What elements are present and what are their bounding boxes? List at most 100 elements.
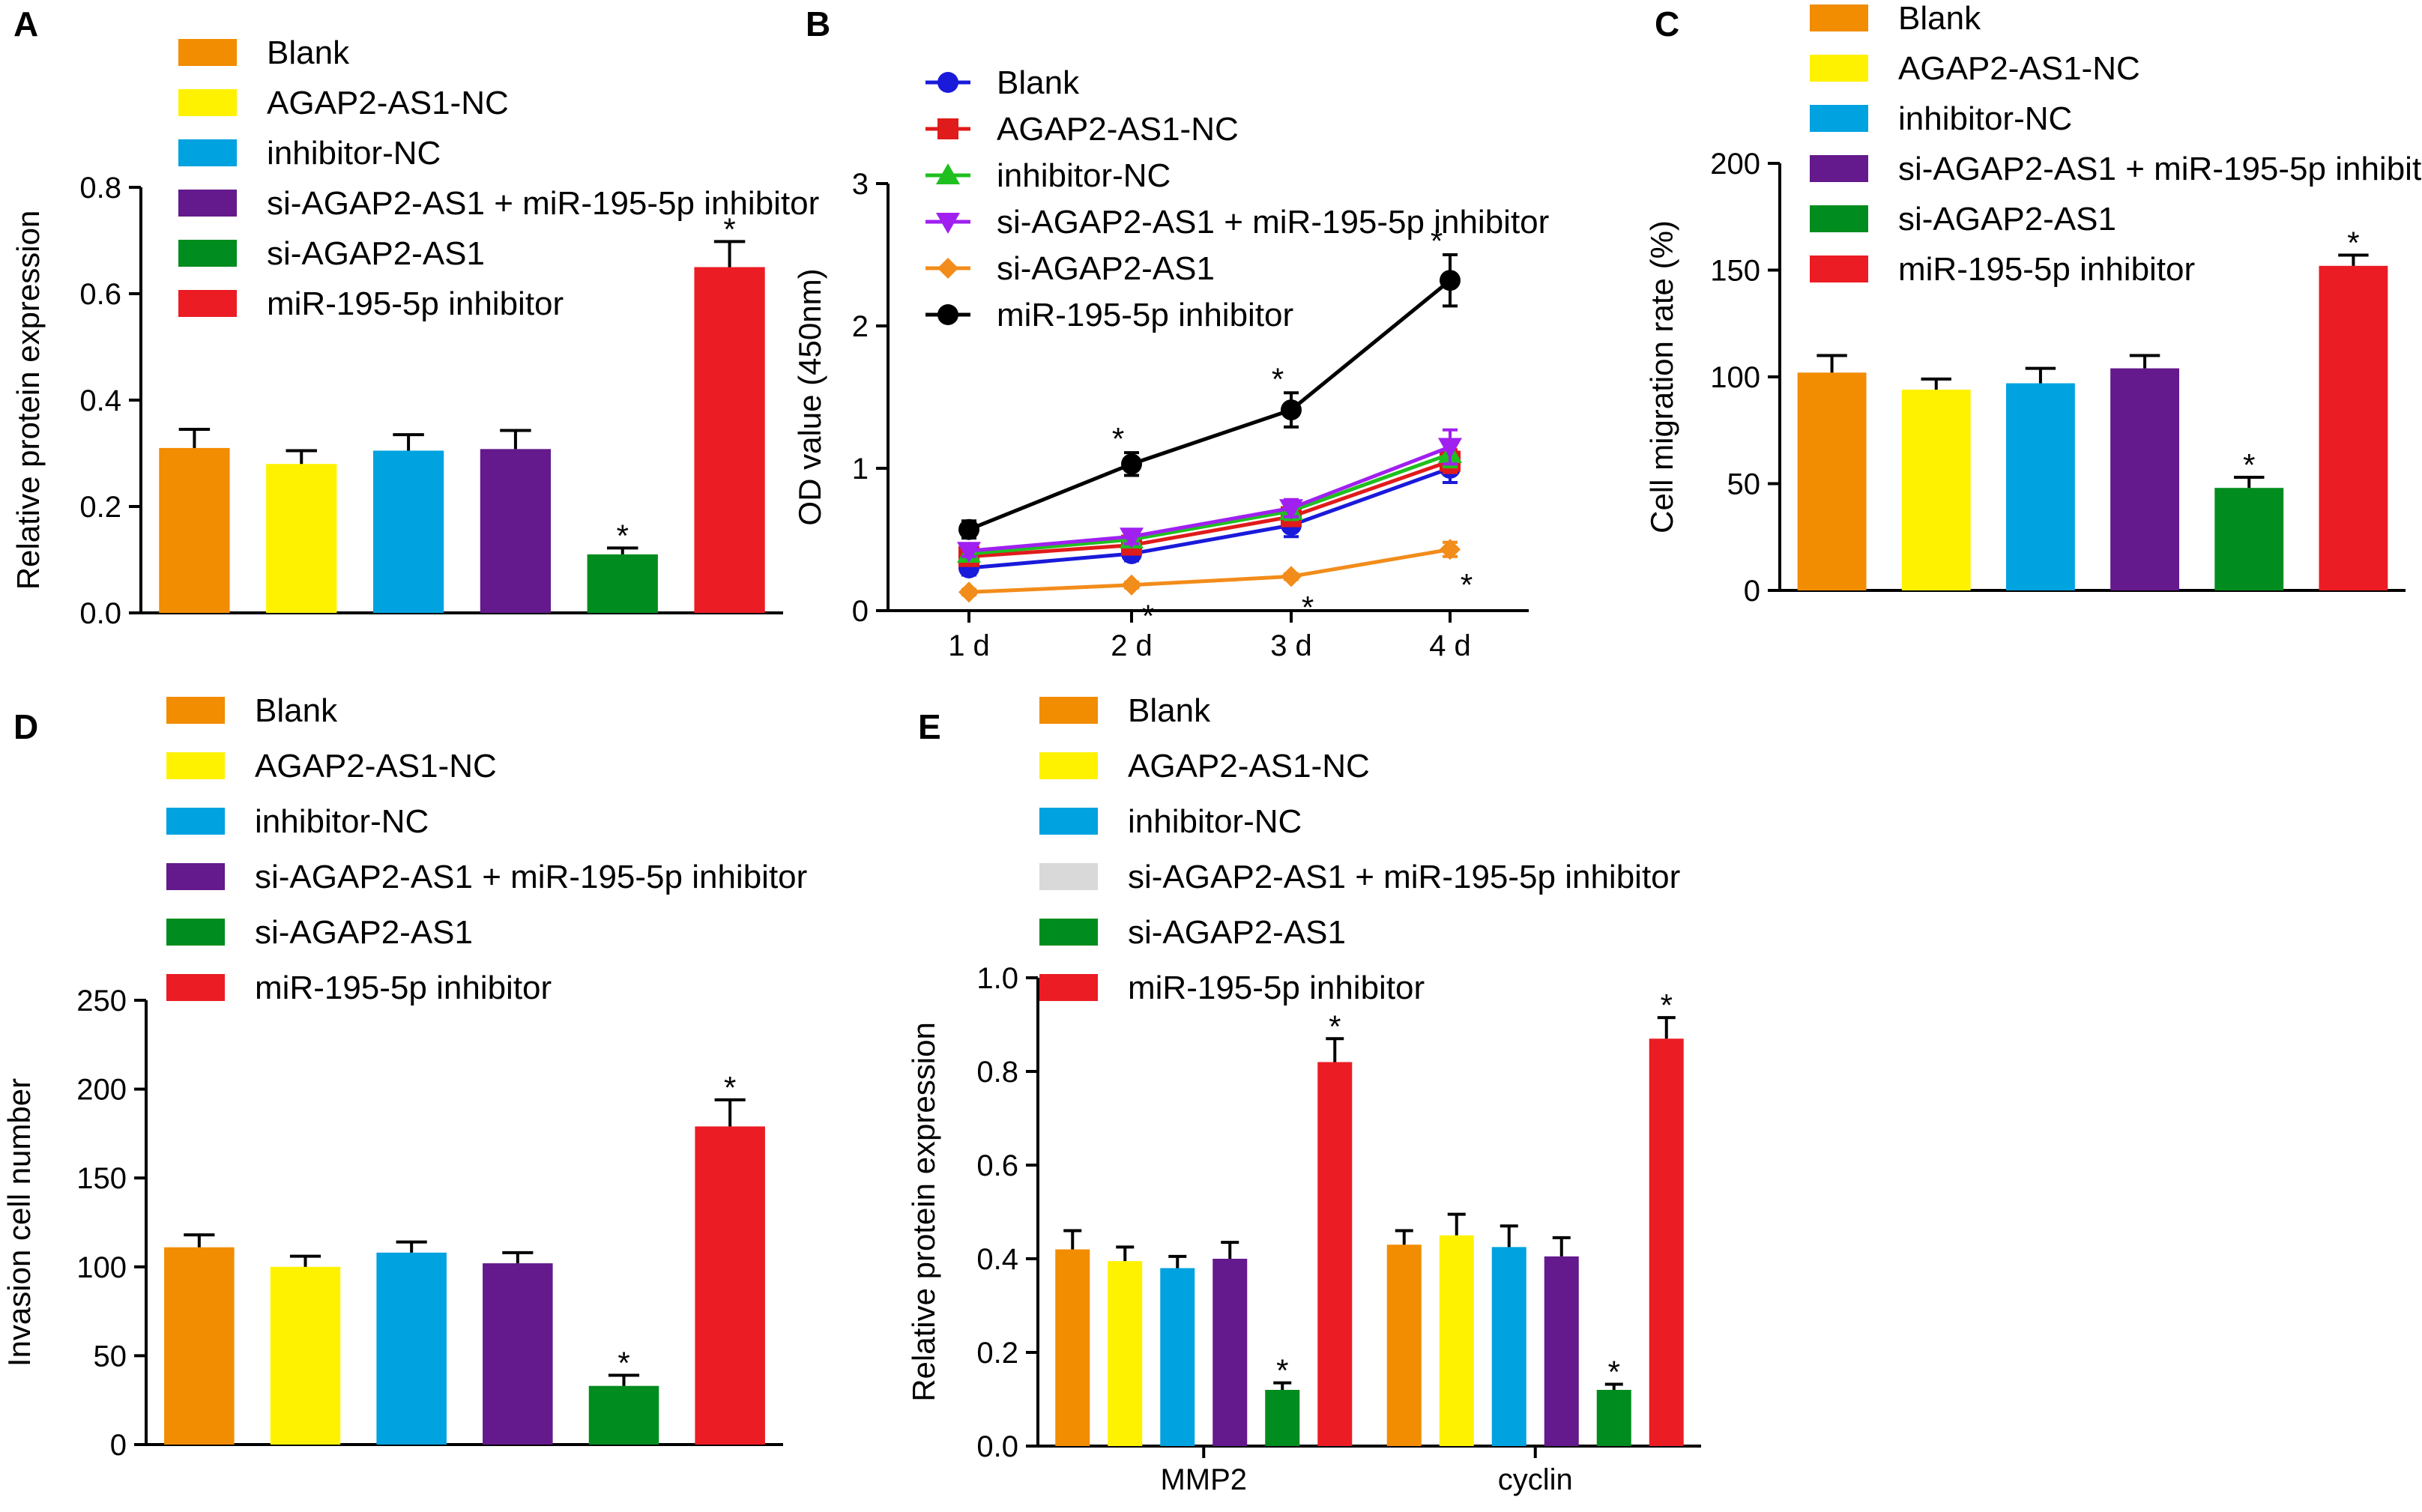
panel-c-significance-5: * (2347, 226, 2359, 261)
panel-b-significance-4-3: * (1461, 567, 1473, 602)
panel-b-point-5-1 (1121, 453, 1142, 475)
panel-e-legend-label-5: miR-195-5p inhibitor (1128, 970, 1425, 1006)
panel-d-legend-label-0: Blank (255, 692, 338, 729)
panel-d-legend-swatch-4 (166, 919, 225, 946)
panel-a-bar-5 (694, 267, 765, 613)
panel-e-y-tick-label-1: 0.2 (976, 1337, 1018, 1370)
panel-d-significance-5: * (724, 1070, 736, 1105)
panel-d-bar-1 (270, 1266, 341, 1445)
panel-d-bar-3 (483, 1263, 553, 1445)
panel-e-significance-0-4: * (1276, 1353, 1288, 1388)
panel-label-d: D (13, 707, 38, 746)
panel-a-bar-4 (587, 554, 658, 613)
panel-d-y-tick-label-4: 200 (76, 1074, 127, 1107)
panel-c-significance-4: * (2243, 447, 2255, 483)
panel-a-legend-swatch-2 (178, 139, 237, 166)
panel-b-y-tick-label-2: 2 (852, 310, 869, 343)
panel-d-legend-swatch-5 (166, 974, 225, 1001)
panel-b-significance-5-2: * (1272, 361, 1284, 396)
panel-b-legend-label-5: miR-195-5p inhibitor (997, 297, 1293, 333)
panel-b-legend-marker-1 (937, 118, 958, 139)
panel-a-legend-label-2: inhibitor-NC (267, 135, 441, 172)
panel-a-legend-swatch-5 (178, 290, 237, 317)
panel-e-significance-1-5: * (1661, 988, 1673, 1023)
panel-e-bar-1-4 (1596, 1390, 1631, 1446)
panel-c-y-tick-label-4: 200 (1710, 148, 1760, 181)
panel-d-significance-4: * (617, 1345, 629, 1380)
panel-a-significance-5: * (723, 211, 735, 247)
panel-b-series-line-0 (968, 466, 1451, 570)
panel-e-bar-0-3 (1212, 1259, 1248, 1446)
panel-c-legend-label-0: Blank (1898, 0, 1981, 37)
panel-c-chart: Blank AGAP2-AS1-NC inhibitor-NC si-AGAP2-AS… (1644, 0, 2422, 608)
panel-e-legend-label-3: si-AGAP2-AS1 + miR-195-5p inhibitor (1128, 859, 1680, 895)
panel-e-bar-0-1 (1108, 1261, 1143, 1446)
panel-d-legend-swatch-1 (166, 752, 225, 779)
panel-b-legend-label-0: Blank (997, 64, 1080, 101)
panel-a-chart: Blank AGAP2-AS1-NC inhibitor-NC si-AGAP2-AS… (10, 34, 819, 630)
panel-b-series-line-1 (968, 459, 1451, 559)
panel-b-series-line-5 (968, 279, 1452, 532)
panel-b-point-5-3 (1440, 270, 1461, 291)
panel-c-legend-label-4: si-AGAP2-AS1 (1898, 201, 2116, 238)
panel-e-bar-1-3 (1544, 1256, 1579, 1446)
panel-c-bar-3 (2110, 368, 2180, 590)
panel-b-legend-label-1: AGAP2-AS1-NC (997, 111, 1239, 148)
panel-e-chart: Blank AGAP2-AS1-NC inhibitor-NC si-AGAP2-AS… (906, 692, 1701, 1496)
panel-b-y-tick-label-3: 3 (852, 168, 869, 201)
panel-c-legend-swatch-3 (1810, 155, 1868, 182)
panel-b-legend-marker-4 (937, 258, 958, 279)
panel-a-bar-1 (266, 464, 337, 613)
panel-b-legend-marker-2 (936, 163, 960, 184)
panel-b-point-3-2 (1279, 499, 1303, 521)
panel-c-bar-0 (1797, 372, 1867, 590)
panel-a-legend-swatch-1 (178, 89, 237, 116)
panel-a-legend-label-0: Blank (267, 34, 350, 71)
panel-d-y-tick-label-0: 0 (110, 1429, 127, 1462)
panel-d-bar-4 (588, 1385, 659, 1445)
panel-d-legend-swatch-3 (166, 863, 225, 890)
panel-b-point-4-0 (958, 581, 979, 603)
panel-b-significance-5-1: * (1112, 421, 1124, 456)
panel-c-legend-label-5: miR-195-5p inhibitor (1898, 251, 2195, 288)
panel-d-y-axis-title: Invasion cell number (1, 1078, 37, 1367)
panel-b-point-4-3 (1440, 539, 1461, 560)
panel-e-bar-0-5 (1317, 1062, 1353, 1446)
panel-c-y-tick-label-0: 0 (1744, 575, 1760, 608)
panel-c-bar-2 (2005, 383, 2075, 590)
panel-e-legend-swatch-2 (1039, 808, 1098, 835)
panel-d-y-tick-label-1: 50 (94, 1340, 127, 1373)
panel-b-series-line-2 (968, 452, 1451, 556)
panel-d-y-tick-label-2: 100 (76, 1251, 127, 1284)
panel-c-legend-label-1: AGAP2-AS1-NC (1898, 50, 2140, 87)
panel-d-legend-label-1: AGAP2-AS1-NC (255, 748, 497, 784)
panel-a-legend-swatch-4 (178, 240, 237, 267)
panel-b-legend-marker-5 (937, 304, 958, 325)
panel-b-legend-label-3: si-AGAP2-AS1 + miR-195-5p inhibitor (997, 204, 1549, 241)
panel-c-y-tick-label-3: 150 (1710, 255, 1760, 288)
panel-a-legend-label-5: miR-195-5p inhibitor (267, 285, 564, 322)
panel-c-legend-swatch-5 (1810, 255, 1868, 282)
panel-e-y-tick-label-4: 0.8 (976, 1056, 1018, 1089)
panel-b-point-4-1 (1121, 574, 1142, 596)
panel-b-legend-label-4: si-AGAP2-AS1 (997, 250, 1215, 287)
panel-d-chart: Blank AGAP2-AS1-NC inhibitor-NC si-AGAP2-AS… (1, 692, 807, 1462)
panel-a-y-axis-title: Relative protein expression (10, 211, 46, 590)
panel-b-series-line-4 (968, 547, 1451, 594)
panel-b-y-tick-label-0: 0 (852, 595, 869, 628)
panel-e-significance-1-4: * (1608, 1355, 1620, 1390)
panel-b-legend-label-2: inhibitor-NC (997, 157, 1171, 194)
panel-a-y-tick-label-1: 0.2 (79, 491, 121, 524)
panel-c-legend-label-3: si-AGAP2-AS1 + miR-195-5p inhibitor (1898, 151, 2422, 187)
panel-e-legend-label-1: AGAP2-AS1-NC (1128, 748, 1370, 784)
panel-label-a: A (13, 4, 38, 43)
panel-label-e: E (918, 707, 941, 746)
panel-d-y-tick-label-5: 250 (76, 985, 127, 1017)
panel-a-bar-2 (372, 450, 444, 613)
panel-b-point-3-1 (1120, 527, 1144, 549)
panel-e-y-tick-label-0: 0.0 (976, 1430, 1018, 1463)
panel-b-significance-4-2: * (1302, 590, 1314, 625)
panel-c-y-tick-label-1: 50 (1727, 468, 1761, 501)
panel-c-bar-1 (1901, 390, 1971, 590)
